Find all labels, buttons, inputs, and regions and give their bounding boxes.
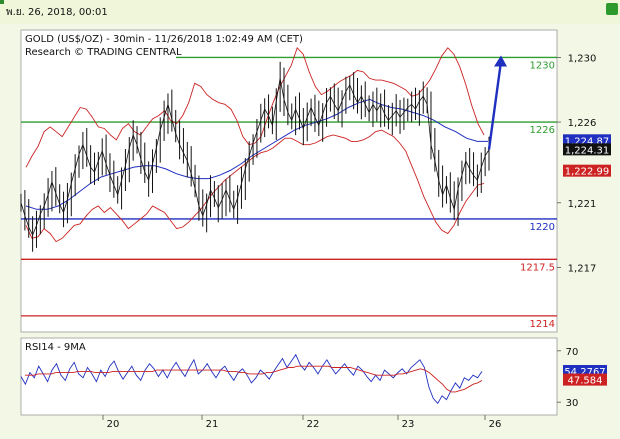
price-tag-label: 1,222.99 (565, 167, 610, 178)
rsi-tag-box (563, 373, 607, 386)
date-tick-label: 26 (489, 419, 502, 430)
rsi-ma-line (25, 365, 483, 393)
price-close-line (20, 78, 490, 237)
projection-arrow-head-icon (494, 55, 507, 67)
date-label: พ.ย. 26, 2018, 00:01 (6, 7, 108, 18)
price-tag-box (563, 164, 611, 177)
price-tick-label: 1,230 (568, 53, 597, 64)
rsi-tag-label: 47.584 (568, 376, 603, 387)
rsi-title: RSI14 - 9MA (25, 342, 86, 353)
chart-subtitle: Research © TRADING CENTRAL (25, 47, 182, 58)
rsi-panel (20, 337, 558, 416)
price-tag-label: 1,224.87 (565, 136, 610, 147)
price-tag-box (563, 134, 611, 147)
price-tick-label: 1,217 (568, 263, 597, 274)
level-label-1226: 1226 (530, 125, 555, 136)
level-label-1214: 1214 (530, 319, 555, 330)
date-tick-label: 20 (107, 419, 120, 430)
rsi-tick-label: 30 (566, 398, 579, 409)
bollinger-lower-line (25, 129, 485, 243)
status-indicator-icon (606, 3, 618, 15)
corner-marker-icon (0, 0, 4, 4)
rsi-tick-label: 70 (566, 347, 579, 358)
date-tick-label: 22 (307, 419, 320, 430)
price-tick-label: 1,226 (568, 118, 597, 129)
bollinger-upper-line (25, 46, 485, 168)
price-tag-label: 1,224.31 (565, 145, 610, 156)
date-tick-label: 21 (206, 419, 219, 430)
level-label-1217-5: 1217.5 (520, 262, 555, 273)
level-label-1220: 1220 (530, 222, 555, 233)
price-tag-box (563, 143, 611, 156)
price-tick-label: 1,221 (568, 199, 597, 210)
price-panel (20, 29, 558, 333)
date-bar: พ.ย. 26, 2018, 00:01 (0, 0, 620, 24)
date-tick-label: 23 (402, 419, 415, 430)
rsi-tag-label: 54.2767 (564, 367, 605, 378)
projection-arrow-line (487, 61, 503, 150)
rsi-line (20, 353, 483, 405)
level-label-1230: 1230 (530, 60, 555, 71)
chart-title: GOLD (US$/OZ) - 30min - 11/26/2018 1:02:… (25, 34, 303, 45)
